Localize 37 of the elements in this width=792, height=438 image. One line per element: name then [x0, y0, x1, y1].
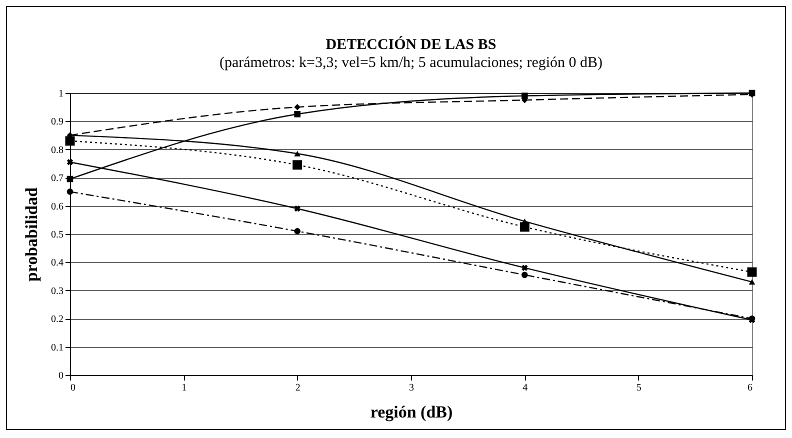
x-tick-label: 1	[182, 382, 187, 394]
x-tick-label: 2	[295, 382, 300, 394]
x-tick-label: 4	[522, 382, 528, 394]
chart-subtitle: (parámetros: k=3,3; vel=5 km/h; 5 acumulaciones; región 0 dB)	[219, 55, 603, 71]
point	[522, 272, 528, 278]
y-tick-label: 0.6	[51, 201, 64, 212]
y-axis-title: probabilidad	[22, 186, 41, 282]
y-tick-label: 0.8	[51, 144, 64, 156]
point	[522, 92, 528, 99]
y-tick-label: 0.3	[51, 286, 64, 297]
y-tick-label: 1	[58, 88, 64, 100]
point	[294, 110, 300, 118]
point	[747, 267, 757, 277]
y-tick-label: 0.7	[51, 173, 64, 184]
y-tick-label: 0.9	[51, 116, 64, 128]
point	[748, 279, 756, 285]
point	[520, 222, 530, 232]
point	[294, 228, 300, 234]
y-tick-label: 0.1	[51, 342, 64, 354]
y-tick-label: 0.4	[51, 258, 64, 269]
x-axis-title: región (dB)	[370, 402, 453, 422]
x-tick-label: 0	[70, 382, 76, 394]
point	[65, 136, 75, 146]
point	[522, 264, 528, 271]
x-tick-label: 6	[748, 382, 752, 394]
x-tick-label: 5	[636, 382, 642, 394]
x-tick-label: 3	[409, 382, 414, 394]
point	[292, 160, 302, 170]
point	[294, 150, 300, 156]
point	[66, 188, 74, 195]
y-tick-label: 0.5	[51, 230, 64, 240]
point	[66, 158, 74, 166]
point	[294, 205, 300, 212]
y-tick-label: 0	[58, 370, 64, 382]
chart-title: DETECCIÓN DE LAS BS	[326, 36, 496, 53]
y-tick-label: 0.2	[51, 314, 64, 326]
point	[294, 104, 300, 110]
